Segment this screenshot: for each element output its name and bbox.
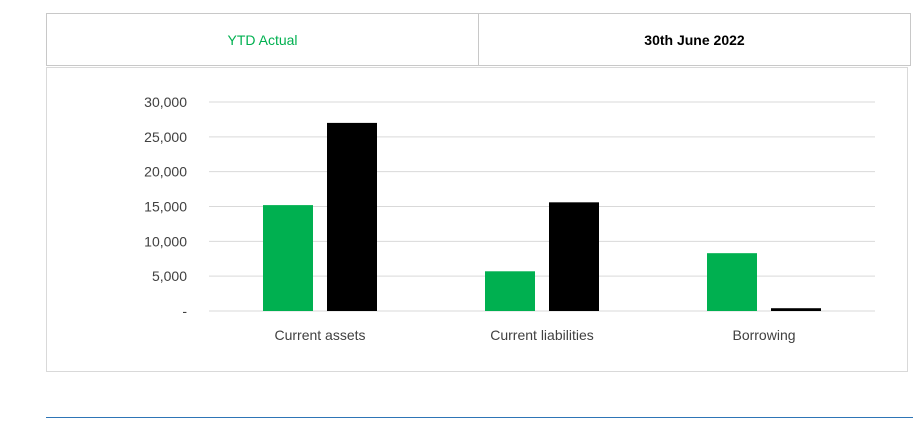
y-tick-label: 15,000	[144, 199, 187, 215]
y-tick-label: -	[182, 303, 187, 319]
x-tick-label: Current liabilities	[490, 327, 593, 343]
bar-30th-june-2022	[549, 202, 599, 311]
chart-svg: - 5,000 10,000 15,000 20,000 25,000 30,000 Curr…	[144, 94, 875, 343]
y-tick-label: 10,000	[144, 233, 187, 249]
bar-30th-june-2022	[327, 122, 377, 312]
bar-ytd-actual	[263, 205, 313, 311]
x-tick-label: Borrowing	[732, 327, 795, 343]
bar-ytd-actual	[707, 253, 757, 311]
chart-legend-header: YTD Actual 30th June 2022	[46, 13, 911, 66]
y-tick-label: 5,000	[152, 268, 187, 284]
y-tick-label: 25,000	[144, 129, 187, 145]
bottom-divider	[46, 417, 913, 418]
bar-chart: - 5,000 10,000 15,000 20,000 25,000 30,000 Curr…	[46, 67, 908, 372]
bar-30th-june-2022	[771, 308, 821, 311]
y-tick-label: 20,000	[144, 164, 187, 180]
y-tick-label: 30,000	[144, 94, 187, 110]
x-tick-label: Current assets	[274, 327, 365, 343]
bar-ytd-actual	[485, 271, 535, 311]
legend-item-30th-june-2022: 30th June 2022	[478, 14, 910, 65]
legend-item-ytd-actual: YTD Actual	[227, 31, 298, 48]
